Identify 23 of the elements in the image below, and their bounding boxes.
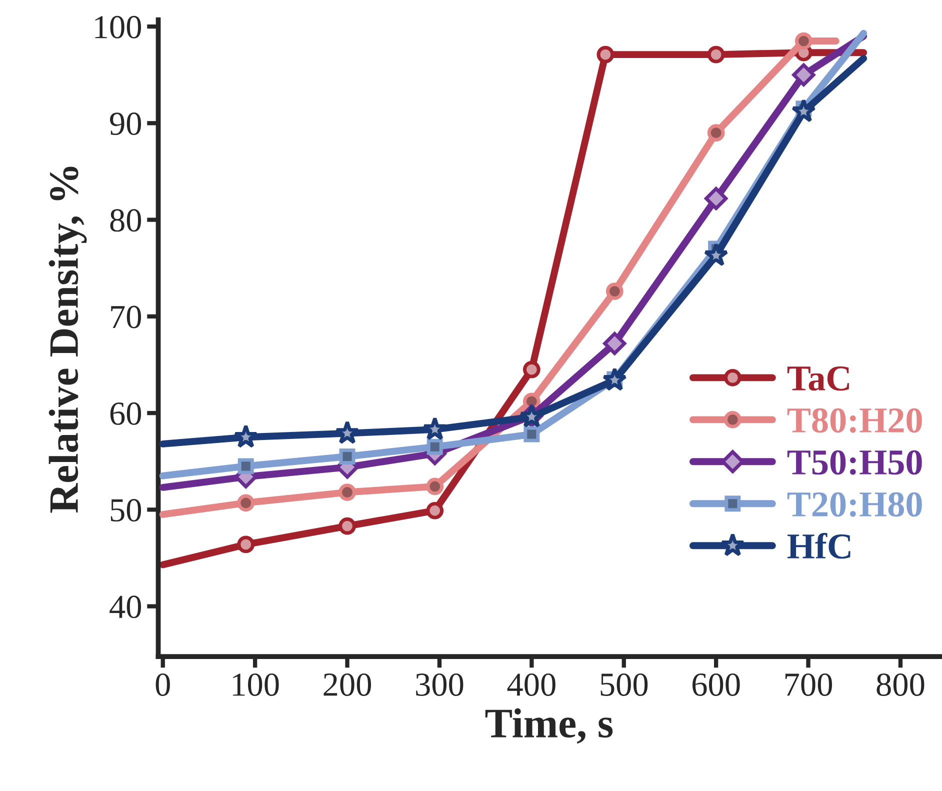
x-tick-label: 700 — [785, 673, 832, 696]
y-tick-label: 90 — [110, 112, 142, 136]
x-tick-label: 100 — [233, 673, 279, 696]
legend-label: HfC — [787, 532, 850, 559]
legend-label: T80:H20 — [787, 408, 922, 433]
y-tick-label: 50 — [110, 499, 142, 522]
x-tick-label: 500 — [600, 673, 648, 696]
y-tick-label: 80 — [110, 209, 142, 232]
legend-label: TaC — [787, 366, 850, 391]
y-tick-label: 40 — [110, 596, 142, 618]
y-tick-label: 70 — [111, 306, 142, 328]
y-axis-title: Relative Density, % — [48, 166, 87, 513]
x-tick-label: 800 — [876, 673, 924, 696]
x-tick-label: 600 — [692, 673, 740, 696]
x-tick-label: 400 — [507, 673, 556, 696]
y-tick-label: 60 — [110, 402, 142, 425]
y-tick-label: 100 — [95, 16, 142, 38]
x-tick-label: 200 — [324, 673, 371, 696]
x-tick-label: 0 — [156, 673, 170, 696]
x-tick-label: 300 — [416, 673, 464, 696]
legend-label: T50:H50 — [787, 450, 922, 475]
x-axis-title: Time, s — [485, 708, 613, 744]
legend-label: T20:H80 — [787, 492, 922, 517]
